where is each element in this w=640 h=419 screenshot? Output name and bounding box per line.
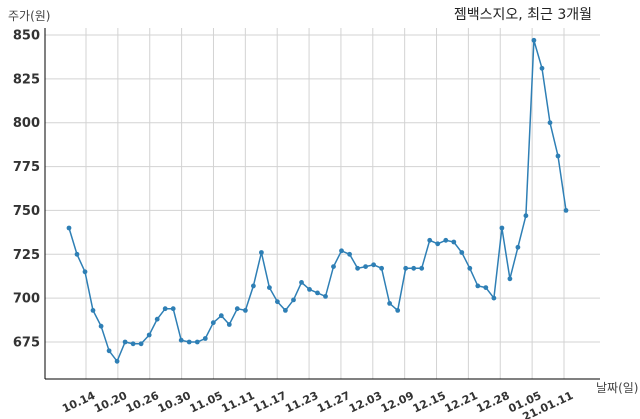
grid bbox=[45, 28, 600, 379]
data-point bbox=[82, 269, 88, 275]
data-point bbox=[355, 265, 360, 271]
data-point bbox=[467, 265, 473, 271]
data-point bbox=[130, 341, 136, 347]
data-point bbox=[202, 336, 208, 341]
x-tick-label: 10.14 bbox=[60, 389, 97, 416]
data-point bbox=[531, 37, 537, 43]
x-tick-label: 12.21 bbox=[443, 389, 480, 415]
data-point bbox=[483, 285, 489, 290]
y-tick-label: 700 bbox=[13, 292, 40, 307]
data-point bbox=[555, 153, 561, 159]
data-point bbox=[243, 308, 248, 313]
data-point bbox=[74, 251, 80, 257]
data-point bbox=[451, 239, 457, 245]
data-point bbox=[507, 276, 513, 282]
data-point bbox=[291, 297, 296, 303]
price-series bbox=[66, 37, 569, 364]
data-point bbox=[459, 250, 465, 255]
data-point bbox=[491, 295, 497, 301]
data-point bbox=[98, 323, 104, 329]
x-tick-label: 11.23 bbox=[283, 389, 320, 415]
data-point bbox=[307, 287, 312, 292]
data-point bbox=[251, 283, 256, 289]
y-tick-label: 750 bbox=[13, 204, 40, 219]
x-tick-label: 10.30 bbox=[156, 389, 193, 416]
data-point bbox=[411, 265, 417, 271]
data-point bbox=[66, 225, 72, 231]
data-point bbox=[186, 339, 192, 345]
data-point bbox=[379, 265, 384, 271]
data-point bbox=[475, 283, 481, 289]
data-point bbox=[387, 301, 392, 306]
data-point bbox=[323, 294, 328, 299]
data-point bbox=[339, 248, 344, 254]
data-point bbox=[154, 316, 160, 322]
y-axis-ticks: 675 700 725 750 775 800 825 850 bbox=[13, 29, 40, 351]
data-point bbox=[539, 65, 545, 71]
data-point bbox=[146, 332, 152, 338]
data-point bbox=[106, 348, 112, 354]
x-tick-label: 12.15 bbox=[411, 389, 448, 415]
data-point bbox=[299, 280, 304, 285]
data-point bbox=[170, 306, 176, 312]
y-tick-label: 800 bbox=[13, 116, 40, 131]
data-point bbox=[275, 299, 280, 305]
data-point bbox=[443, 237, 449, 243]
data-point bbox=[259, 250, 264, 255]
x-tick-label: 10.20 bbox=[92, 389, 129, 416]
data-point bbox=[226, 322, 232, 327]
data-point bbox=[403, 265, 409, 271]
data-point bbox=[234, 306, 240, 312]
y-tick-label: 675 bbox=[13, 336, 40, 351]
y-tick-label: 850 bbox=[13, 29, 40, 44]
data-point bbox=[138, 341, 144, 347]
data-point bbox=[563, 208, 569, 213]
data-point bbox=[523, 213, 529, 219]
x-tick-label: 12.03 bbox=[347, 389, 384, 415]
x-tick-label: 12.28 bbox=[475, 389, 512, 415]
x-tick-label: 12.09 bbox=[379, 389, 416, 415]
x-tick-label: 11.27 bbox=[315, 389, 352, 415]
data-point bbox=[178, 337, 184, 343]
data-point bbox=[499, 225, 505, 231]
data-point bbox=[515, 244, 521, 250]
x-tick-label: 10.26 bbox=[124, 389, 161, 416]
data-point bbox=[435, 241, 441, 247]
x-axis-title: 날짜(일) bbox=[596, 381, 638, 395]
data-point bbox=[363, 264, 368, 269]
data-point bbox=[371, 262, 376, 268]
data-point bbox=[283, 308, 288, 313]
data-point bbox=[218, 313, 224, 319]
data-point bbox=[547, 120, 553, 126]
y-axis-title: 주가(원) bbox=[8, 9, 50, 23]
data-point bbox=[267, 285, 272, 290]
data-point bbox=[347, 251, 352, 257]
y-tick-label: 775 bbox=[13, 160, 40, 175]
x-tick-label: 11.05 bbox=[188, 389, 225, 415]
data-point bbox=[90, 308, 96, 313]
price-line bbox=[68, 40, 567, 363]
data-point bbox=[210, 320, 216, 326]
data-point bbox=[162, 306, 168, 312]
x-axis-ticks: 10.1410.2010.2610.3011.0511.1111.1711.23… bbox=[60, 389, 575, 419]
y-tick-label: 825 bbox=[13, 72, 40, 87]
data-point bbox=[315, 290, 320, 296]
data-point bbox=[395, 308, 401, 313]
data-point bbox=[427, 237, 433, 243]
x-tick-label: 11.17 bbox=[251, 389, 288, 415]
chart-title: 젬백스지오, 최근 3개월 bbox=[454, 7, 592, 23]
y-tick-label: 725 bbox=[13, 248, 40, 263]
data-point bbox=[114, 358, 120, 364]
x-tick-label: 11.11 bbox=[220, 389, 257, 415]
data-point bbox=[122, 339, 128, 345]
data-point bbox=[331, 264, 336, 269]
data-point bbox=[194, 339, 200, 345]
data-point bbox=[419, 265, 425, 271]
